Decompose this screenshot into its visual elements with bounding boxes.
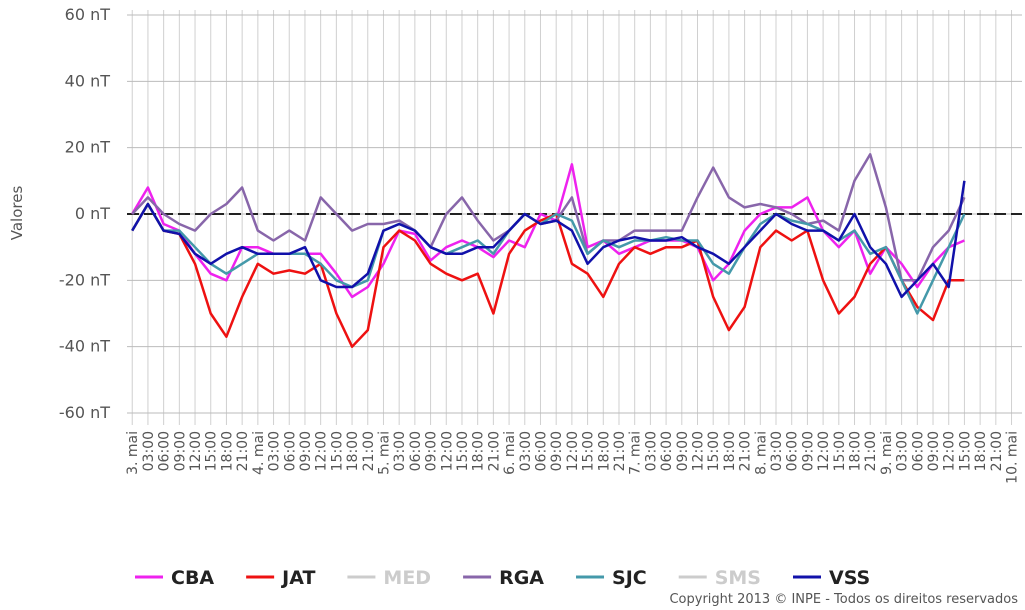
x-tick-label: 5. mai xyxy=(376,431,392,475)
legend-label: CBA xyxy=(171,567,214,589)
x-tick-label: 12:00 xyxy=(816,431,832,471)
y-tick-label: -60 nT xyxy=(59,403,110,422)
y-tick-label: -40 nT xyxy=(59,337,110,356)
x-tick-label: 15:00 xyxy=(832,431,848,471)
y-axis-label: Valores xyxy=(8,186,26,241)
x-tick-label: 06:00 xyxy=(659,431,675,471)
series-line xyxy=(131,202,965,348)
x-tick-label: 21:00 xyxy=(738,431,754,471)
x-tick-label: 03:00 xyxy=(895,431,911,471)
x-tick-label: 18:00 xyxy=(219,431,235,471)
x-tick-label: 18:00 xyxy=(973,431,989,471)
x-tick-label: 21:00 xyxy=(361,431,377,471)
x-tick-label: 03:00 xyxy=(267,431,283,471)
x-tick-label: 18:00 xyxy=(722,431,738,471)
x-tick-label: 15:00 xyxy=(706,431,722,471)
x-tick-label: 9. mai xyxy=(879,431,895,475)
x-tick-label: 09:00 xyxy=(424,431,440,471)
x-tick-label: 12:00 xyxy=(439,431,455,471)
x-tick-label: 21:00 xyxy=(235,431,251,471)
x-tick-label: 09:00 xyxy=(172,431,188,471)
y-tick-label: 20 nT xyxy=(65,138,111,157)
legend-label: SJC xyxy=(612,567,647,589)
x-tick-label: 12:00 xyxy=(942,431,958,471)
x-tick-label: 12:00 xyxy=(690,431,706,471)
x-tick-label: 03:00 xyxy=(769,431,785,471)
x-tick-label: 21:00 xyxy=(989,431,1005,471)
x-tick-label: 10. mai xyxy=(1005,431,1021,484)
x-tick-label: 15:00 xyxy=(581,431,597,471)
x-tick-label: 06:00 xyxy=(408,431,424,471)
x-tick-label: 09:00 xyxy=(926,431,942,471)
x-tick-label: 21:00 xyxy=(612,431,628,471)
x-tick-label: 18:00 xyxy=(848,431,864,471)
x-tick-label: 03:00 xyxy=(518,431,534,471)
x-tick-label: 18:00 xyxy=(471,431,487,471)
x-tick-label: 15:00 xyxy=(455,431,471,471)
x-tick-label: 06:00 xyxy=(785,431,801,471)
x-tick-label: 06:00 xyxy=(157,431,173,471)
x-tick-label: 7. mai xyxy=(628,431,644,475)
legend-label: VSS xyxy=(829,567,870,589)
x-tick-label: 8. mai xyxy=(753,431,769,475)
x-tick-label: 6. mai xyxy=(502,431,518,475)
x-tick-label: 09:00 xyxy=(298,431,314,471)
x-tick-label: 3. mai xyxy=(125,431,141,475)
x-tick-label: 15:00 xyxy=(329,431,345,471)
x-tick-label: 12:00 xyxy=(314,431,330,471)
x-tick-label: 09:00 xyxy=(800,431,816,471)
x-tick-label: 4. mai xyxy=(251,431,267,475)
x-tick-label: 18:00 xyxy=(345,431,361,471)
x-tick-label: 09:00 xyxy=(675,431,691,471)
legend-label: JAT xyxy=(280,567,315,589)
x-tick-label: 03:00 xyxy=(643,431,659,471)
series-line xyxy=(131,202,966,315)
copyright: Copyright 2013 © INPE - Todos os direito… xyxy=(669,592,1018,607)
x-tick-label: 03:00 xyxy=(141,431,157,471)
x-tick-label: 06:00 xyxy=(910,431,926,471)
y-tick-label: 0 nT xyxy=(75,204,110,223)
x-tick-label: 06:00 xyxy=(282,431,298,471)
x-tick-label: 21:00 xyxy=(486,431,502,471)
legend-label: MED xyxy=(383,567,431,589)
y-tick-label: 40 nT xyxy=(65,71,111,90)
x-tick-label: 15:00 xyxy=(957,431,973,471)
series-line xyxy=(131,180,966,299)
x-tick-label: 03:00 xyxy=(392,431,408,471)
y-tick-label: 60 nT xyxy=(65,5,111,24)
legend-label: RGA xyxy=(499,567,544,589)
x-tick-label: 12:00 xyxy=(565,431,581,471)
x-tick-label: 12:00 xyxy=(188,431,204,471)
legend-label: SMS xyxy=(715,567,761,589)
x-tick-label: 15:00 xyxy=(204,431,220,471)
x-tick-label: 21:00 xyxy=(863,431,879,471)
y-tick-label: -20 nT xyxy=(59,270,110,289)
x-tick-label: 18:00 xyxy=(596,431,612,471)
x-tick-label: 09:00 xyxy=(549,431,565,471)
x-tick-label: 06:00 xyxy=(533,431,549,471)
